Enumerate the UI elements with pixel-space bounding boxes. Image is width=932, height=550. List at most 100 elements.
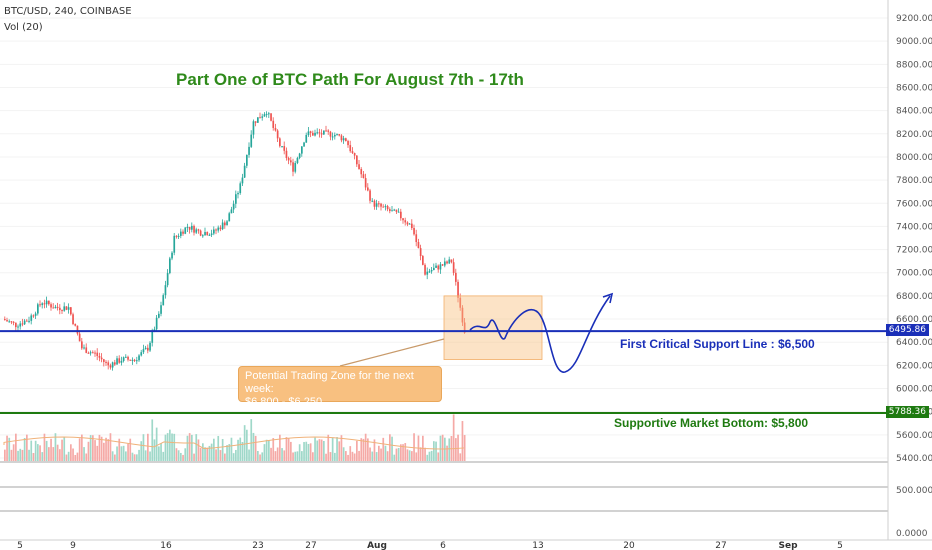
candle-body xyxy=(261,116,264,118)
volume-bar xyxy=(320,439,323,461)
candle-body xyxy=(250,134,253,147)
candle-body xyxy=(446,261,448,264)
volume-bar xyxy=(373,439,376,461)
y-tick-label: 7800.00 xyxy=(896,176,932,186)
volume-bar xyxy=(120,446,123,461)
candle-body xyxy=(351,151,354,153)
trading-zone-callout[interactable]: Potential Trading Zone for the next week… xyxy=(238,366,442,408)
volume-bar xyxy=(39,445,41,461)
volume-bar xyxy=(215,449,217,461)
volume-bar xyxy=(191,434,193,461)
candle-body xyxy=(270,113,272,121)
candle-body xyxy=(59,307,61,311)
volume-bar xyxy=(237,439,239,461)
candle-body xyxy=(15,322,17,328)
volume-bar xyxy=(353,453,356,461)
volume-bar xyxy=(461,421,464,461)
candle-body xyxy=(455,272,457,282)
x-tick-label: 13 xyxy=(532,541,543,550)
candle-body xyxy=(155,317,158,330)
volume-bar xyxy=(217,435,220,461)
candle-body xyxy=(133,359,136,361)
candle-body xyxy=(197,229,200,231)
volume-bar xyxy=(219,450,222,461)
candle-body xyxy=(208,234,211,236)
volume-bar xyxy=(455,438,457,461)
volume-bar xyxy=(241,442,244,461)
candle-body xyxy=(151,331,154,343)
volume-tick-label: 500.000 xyxy=(896,486,932,496)
candle-body xyxy=(144,347,147,350)
candle-body xyxy=(342,138,345,141)
symbol-title: BTC/USD, 240, COINBASE xyxy=(4,6,132,17)
candle-body xyxy=(28,320,30,322)
candle-body xyxy=(182,231,184,234)
candle-body xyxy=(30,315,33,321)
candle-body xyxy=(373,200,376,207)
candle-body xyxy=(378,203,380,205)
volume-bar xyxy=(180,452,182,461)
volume-bar xyxy=(268,440,270,461)
candle-body xyxy=(138,355,140,361)
candle-body xyxy=(435,265,437,268)
market-bottom-label[interactable]: Supportive Market Bottom: $5,800 xyxy=(614,416,809,430)
candle-body xyxy=(54,306,57,309)
candle-body xyxy=(452,262,455,273)
y-tick-label: 7000.00 xyxy=(896,269,932,279)
volume-bar xyxy=(411,451,413,461)
candle-body xyxy=(224,222,226,226)
candle-body xyxy=(265,113,268,115)
volume-bar xyxy=(26,434,28,461)
volume-bar xyxy=(281,448,283,461)
candle-body xyxy=(243,165,246,178)
candle-body xyxy=(188,226,191,230)
volume-bar xyxy=(116,446,118,461)
candle-body xyxy=(459,297,462,308)
volume-bar xyxy=(345,451,347,461)
candle-body xyxy=(263,114,266,117)
volume-bar xyxy=(457,434,459,461)
volume-bar xyxy=(78,438,81,461)
volume-bar xyxy=(384,445,387,461)
candle-body xyxy=(389,209,391,212)
support-line-label[interactable]: First Critical Support Line : $6,500 xyxy=(620,337,815,351)
candle-body xyxy=(241,177,244,184)
candle-body xyxy=(257,117,259,123)
candle-body xyxy=(276,130,279,139)
y-tick-label: 8000.00 xyxy=(896,153,932,163)
candle-body xyxy=(298,153,301,158)
candle-body xyxy=(417,242,420,249)
volume-bar xyxy=(96,445,99,461)
candle-body xyxy=(301,146,303,154)
volume-bar xyxy=(318,439,321,461)
volume-bar xyxy=(199,447,202,461)
callout-line-1: Potential Trading Zone for the next week… xyxy=(245,370,414,395)
candle-body xyxy=(254,121,257,123)
candle-body xyxy=(397,211,400,213)
volume-bar xyxy=(378,445,380,461)
candle-body xyxy=(327,130,330,132)
y-tick-label: 7600.00 xyxy=(896,199,932,209)
volume-bar xyxy=(404,443,407,461)
volume-bar xyxy=(285,437,288,461)
candle-body xyxy=(290,160,292,163)
volume-bar xyxy=(164,434,167,461)
volume-bar xyxy=(459,453,462,461)
volume-bar xyxy=(87,441,90,461)
volume-bar xyxy=(54,433,57,461)
volume-bar xyxy=(122,445,125,461)
candle-body xyxy=(334,134,336,137)
y-tick-label: 7400.00 xyxy=(896,222,932,232)
volume-bar xyxy=(149,451,151,461)
x-tick-label: Sep xyxy=(778,541,798,550)
volume-bar xyxy=(206,447,209,461)
candle-body xyxy=(32,315,35,317)
volume-bar xyxy=(15,433,17,461)
chart-annotation-title[interactable]: Part One of BTC Path For August 7th - 17… xyxy=(176,70,524,89)
y-tick-label: 6200.00 xyxy=(896,361,932,371)
candle-body xyxy=(226,221,228,226)
candle-body xyxy=(323,130,325,135)
candle-body xyxy=(279,138,281,147)
candle-body xyxy=(340,135,343,141)
